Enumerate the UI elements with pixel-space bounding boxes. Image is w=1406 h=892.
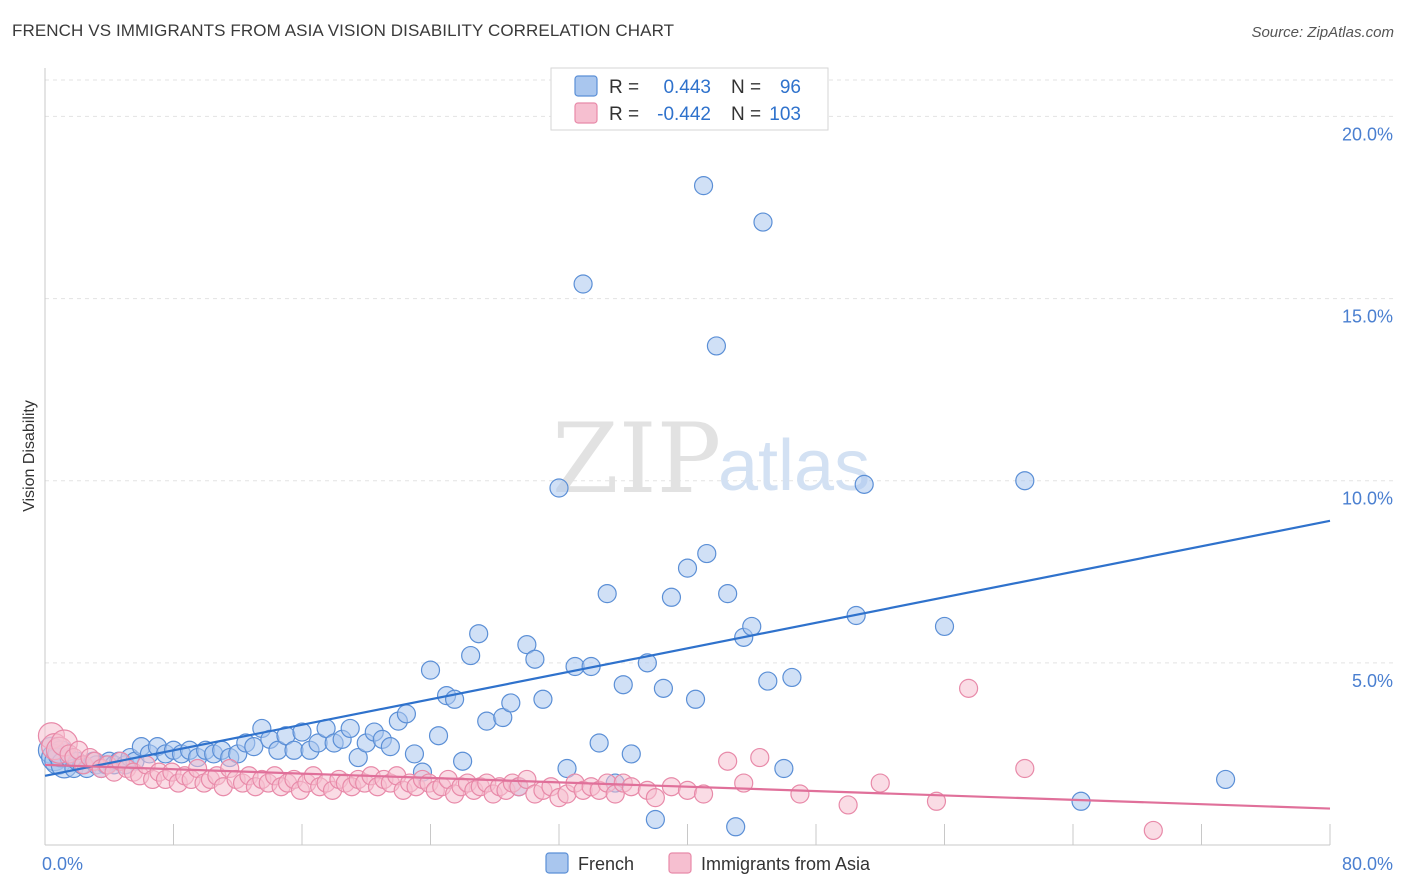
point-0-80 bbox=[637, 653, 657, 673]
point-0-57 bbox=[428, 726, 449, 746]
point-0-93 bbox=[753, 212, 773, 232]
point-0-40 bbox=[292, 722, 312, 742]
x-tick-label-0: 0.0% bbox=[42, 854, 83, 874]
point-0-78 bbox=[613, 675, 633, 695]
point-1-99 bbox=[838, 795, 858, 815]
point-0-82 bbox=[653, 678, 674, 698]
point-0-62 bbox=[469, 624, 489, 644]
point-1-89 bbox=[621, 777, 641, 797]
point-0-47 bbox=[348, 747, 368, 768]
point-0-102 bbox=[1215, 769, 1236, 790]
point-1-76 bbox=[517, 769, 537, 790]
series-layer bbox=[37, 176, 1236, 841]
point-0-99 bbox=[934, 616, 955, 637]
y-tick-label-2: 15.0% bbox=[1342, 307, 1393, 327]
trend-line-1 bbox=[44, 763, 1331, 810]
point-0-54 bbox=[404, 744, 425, 764]
chart-title: FRENCH VS IMMIGRANTS FROM ASIA VISION DI… bbox=[12, 21, 675, 40]
watermark-zip: ZIP bbox=[552, 403, 721, 515]
point-0-84 bbox=[677, 558, 698, 578]
point-1-91 bbox=[645, 788, 665, 808]
point-0-71 bbox=[557, 758, 577, 779]
point-0-98 bbox=[854, 474, 874, 494]
y-tick-label-3: 20.0% bbox=[1342, 124, 1393, 144]
bottom-legend-label-french: French bbox=[578, 854, 634, 874]
y-tick-label-0: 5.0% bbox=[1352, 671, 1393, 691]
bottom-legend-label-immigrants-from-asia: Immigrants from Asia bbox=[701, 854, 871, 874]
point-0-46 bbox=[340, 718, 360, 739]
point-0-63 bbox=[477, 711, 497, 731]
point-0-95 bbox=[774, 758, 794, 779]
point-0-87 bbox=[697, 543, 717, 564]
point-1-97 bbox=[750, 747, 770, 768]
point-0-100 bbox=[1015, 471, 1035, 491]
trend-layer bbox=[44, 519, 1331, 810]
point-1-94 bbox=[693, 784, 714, 804]
point-0-69 bbox=[533, 689, 553, 709]
point-0-89 bbox=[718, 584, 738, 604]
point-0-75 bbox=[589, 733, 609, 753]
y-tick-label-1: 10.0% bbox=[1342, 489, 1393, 509]
point-0-73 bbox=[573, 274, 593, 294]
legend-n-label-1: N = bbox=[731, 77, 761, 98]
point-1-101 bbox=[926, 791, 947, 811]
y-axis-title: Vision Disability bbox=[21, 400, 38, 512]
x-tick-label-1: 80.0% bbox=[1342, 854, 1393, 874]
legend-r-value-1: 0.443 bbox=[663, 77, 711, 98]
watermark: ZIP atlas bbox=[552, 403, 870, 515]
point-1-98 bbox=[790, 784, 810, 804]
legend-n-value-2: 103 bbox=[769, 104, 801, 125]
point-0-76 bbox=[597, 584, 617, 604]
legend-r-value-2: -0.442 bbox=[657, 104, 711, 125]
legend-r-label-1: R = bbox=[609, 77, 639, 98]
legend-n-label-2: N = bbox=[731, 104, 761, 125]
point-1-103 bbox=[1015, 758, 1035, 779]
point-1-100 bbox=[870, 773, 890, 793]
point-0-67 bbox=[517, 635, 537, 655]
legend-swatch-immigrants-from-asia bbox=[574, 102, 598, 124]
point-0-83 bbox=[661, 587, 682, 607]
point-0-39 bbox=[284, 740, 304, 760]
axes bbox=[44, 68, 1331, 846]
point-0-56 bbox=[420, 660, 441, 680]
point-0-60 bbox=[453, 751, 473, 771]
chart-source: Source: ZipAtlas.com bbox=[1251, 24, 1394, 41]
point-0-61 bbox=[461, 645, 481, 666]
point-1-95 bbox=[718, 751, 738, 771]
tick-labels: 5.0% 10.0% 15.0% 20.0% 0.0% 80.0% bbox=[42, 124, 1393, 874]
legend-box: R = 0.443 N = 96 R = -0.442 N = 103 bbox=[550, 67, 829, 131]
point-0-94 bbox=[758, 671, 778, 691]
point-0-65 bbox=[501, 693, 521, 713]
point-1-93 bbox=[677, 780, 698, 800]
point-0-86 bbox=[693, 176, 714, 196]
point-0-81 bbox=[645, 809, 665, 830]
point-1-102 bbox=[958, 678, 979, 698]
point-1-104 bbox=[1143, 820, 1163, 841]
bottom-legend: French Immigrants from Asia bbox=[545, 852, 871, 874]
point-0-53 bbox=[396, 704, 417, 724]
point-0-88 bbox=[706, 336, 727, 356]
legend-n-value-1: 96 bbox=[780, 77, 801, 98]
watermark-atlas: atlas bbox=[718, 426, 870, 506]
point-0-96 bbox=[782, 667, 802, 688]
point-0-92 bbox=[742, 616, 762, 637]
point-0-51 bbox=[380, 737, 400, 757]
legend-r-label-2: R = bbox=[609, 104, 639, 125]
gridlines bbox=[45, 79, 1395, 664]
point-0-79 bbox=[621, 744, 641, 764]
point-0-64 bbox=[493, 707, 513, 728]
point-0-34 bbox=[244, 737, 264, 757]
point-0-85 bbox=[685, 689, 706, 709]
point-0-70 bbox=[549, 478, 569, 498]
bottom-legend-swatch-french bbox=[545, 852, 569, 874]
trend-line-0 bbox=[44, 519, 1331, 777]
point-0-68 bbox=[525, 649, 545, 669]
bottom-legend-swatch-immigrants-from-asia bbox=[668, 852, 692, 874]
point-0-90 bbox=[726, 817, 746, 837]
legend-swatch-french bbox=[574, 75, 598, 97]
